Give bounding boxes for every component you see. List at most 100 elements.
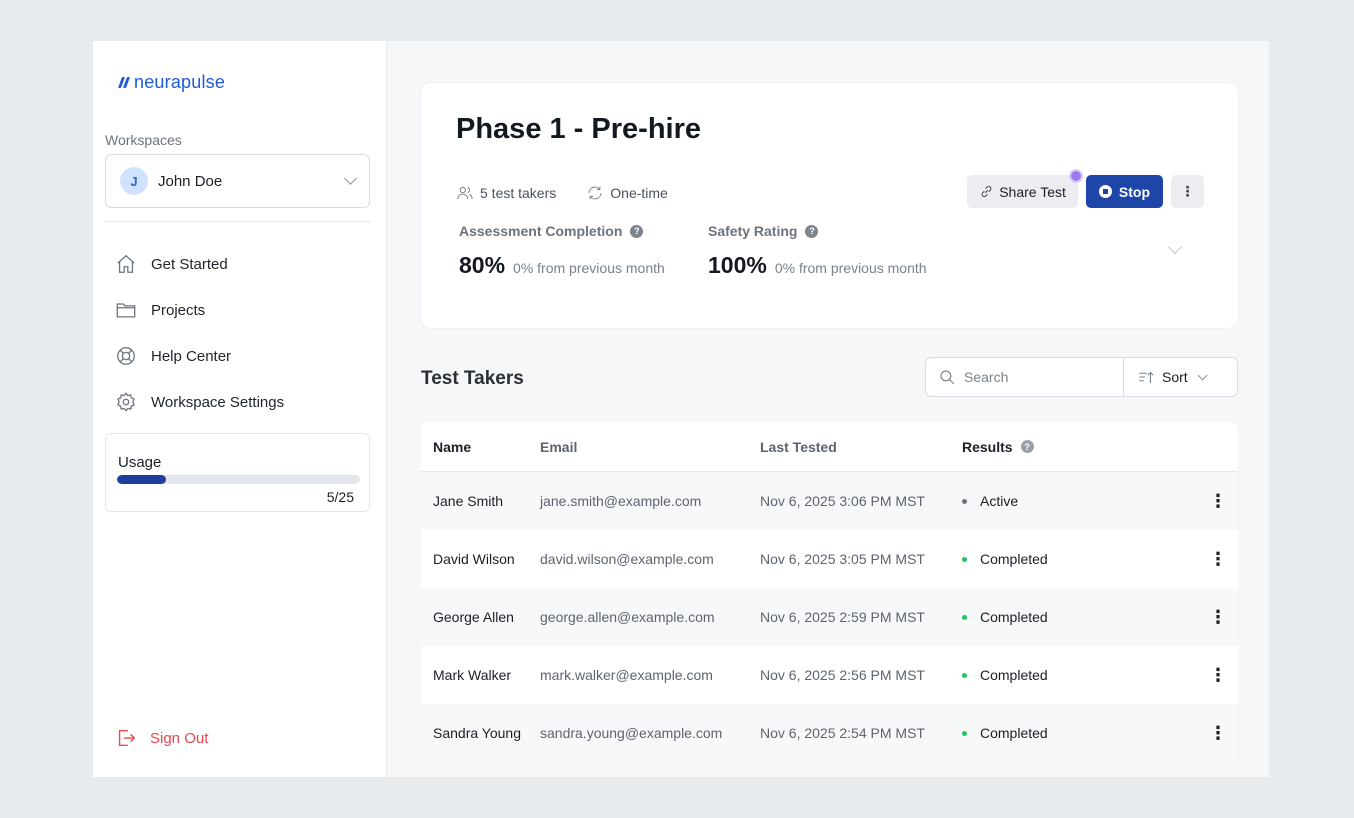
help-icon[interactable]: ? [1020,440,1034,453]
workspaces-label: Workspaces [105,132,182,148]
help-icon[interactable]: ? [630,224,644,238]
section-title: Test Takers [421,368,524,389]
link-icon [981,186,992,197]
sign-out-button[interactable]: Sign Out [115,727,208,749]
usage-count: 5/25 [326,489,354,505]
status-label: Completed [980,551,1048,567]
refresh-icon [588,186,602,200]
lifebuoy-icon [117,347,135,365]
cell-result: Completed [962,667,1198,683]
table-row[interactable]: George Allen george.allen@example.com Nov … [421,588,1238,646]
metric-value: 100% [708,252,767,278]
brand-logo[interactable]: neurapulse [117,72,226,93]
share-test-button[interactable]: Share Test [967,169,1083,208]
sidebar-item-help-center[interactable]: Help Center [105,333,375,379]
workspace-name: John Doe [158,172,223,190]
status-dot-icon [962,614,967,620]
chevron-down-icon [1197,370,1208,380]
cell-name: Mark Walker [433,667,512,683]
workspace-selector[interactable]: J John Doe [105,154,370,208]
row-actions: ⋮ [1198,666,1238,684]
row-actions: ⋮ [1198,608,1238,626]
cell-last-tested: Nov 6, 2025 3:05 PM MST [760,551,925,567]
status-label: Completed [980,667,1048,683]
cell-result: Completed [962,551,1198,567]
stop-button[interactable]: Stop [1085,175,1163,208]
sidebar-item-label: Workspace Settings [151,393,285,411]
expand-chevron-icon[interactable] [1167,239,1183,255]
table-header: Name Email Last Tested Results ? [421,422,1238,472]
usage-title: Usage [118,454,162,471]
table-row[interactable]: Mark Walker mark.walker@example.com Nov 6,… [421,646,1238,704]
usage-progress-fill [117,475,166,484]
logo-mark-icon [117,77,131,88]
card-actions: Share Test Stop ⋮ [967,169,1204,208]
metric-delta: 0% from previous month [774,260,927,276]
metric-label-wrap: Safety Rating ? [708,223,927,239]
help-icon[interactable]: ? [805,224,819,238]
assessment-meta: 5 test takers One-time [456,184,668,202]
test-takers-count: 5 test takers [480,185,557,201]
column-header-email[interactable]: Email [540,438,578,455]
metric-value-wrap: 80% 0% from previous month [459,252,665,279]
metric-assessment-completion: Assessment Completion ? 80% 0% from prev… [459,223,665,279]
row-menu-button[interactable]: ⋮ [1209,549,1227,569]
sidebar-item-get-started[interactable]: Get Started [105,241,375,287]
status-label: Completed [980,725,1048,741]
cell-name: Sandra Young [433,725,521,741]
chevron-down-icon [344,172,357,185]
cell-email: sandra.young@example.com [540,725,723,741]
share-test-label: Share Test [999,183,1066,200]
row-menu-button[interactable]: ⋮ [1209,491,1227,511]
table-row[interactable]: Sandra Young sandra.young@example.com Nov … [421,704,1238,762]
metric-label: Assessment Completion [459,223,623,239]
metric-delta: 0% from previous month [513,260,665,276]
row-actions: ⋮ [1198,492,1238,510]
cell-result: Completed [962,725,1198,741]
cell-last-tested: Nov 6, 2025 2:59 PM MST [760,609,925,625]
search-icon [940,370,955,385]
cell-last-tested: Nov 6, 2025 3:06 PM MST [760,493,925,509]
cell-last-tested: Nov 6, 2025 2:54 PM MST [760,725,925,741]
gear-icon [117,392,135,412]
column-header-last-tested[interactable]: Last Tested [760,438,837,455]
sort-button[interactable]: Sort [1123,357,1238,397]
users-icon [457,186,473,200]
status-dot-icon [962,556,967,562]
status-label: Active [980,493,1019,509]
cell-name: Jane Smith [433,493,504,509]
brand-name: neurapulse [134,72,226,92]
cell-result: Completed [962,609,1198,625]
column-header-name[interactable]: Name [433,438,472,455]
table-body: Jane Smith jane.smith@example.com Nov 6, 2… [421,472,1238,762]
sort-label: Sort [1162,369,1188,385]
row-menu-button[interactable]: ⋮ [1209,723,1227,743]
row-actions: ⋮ [1198,724,1238,742]
home-icon [117,254,135,273]
status-dot-icon [962,672,967,678]
test-frequency: One-time [610,185,668,201]
sidebar-item-workspace-settings[interactable]: Workspace Settings [105,379,375,425]
metric-value-wrap: 100% 0% from previous month [708,252,927,279]
table-row[interactable]: David Wilson david.wilson@example.com Nov … [421,530,1238,588]
search-input[interactable] [964,369,1104,385]
row-menu-button[interactable]: ⋮ [1209,665,1227,685]
cell-email: george.allen@example.com [540,609,715,625]
status-dot-icon [962,730,967,736]
avatar: J [120,167,148,195]
cell-email: jane.smith@example.com [540,493,702,509]
stop-label: Stop [1118,183,1150,200]
sort-icon [1139,371,1154,383]
sidebar-item-projects[interactable]: Projects [105,287,375,333]
column-header-results[interactable]: Results ? [962,439,1198,455]
usage-progress-bar [117,475,360,484]
stop-icon [1098,185,1112,198]
cell-name: David Wilson [433,551,515,567]
more-options-button[interactable]: ⋮ [1171,175,1204,208]
main-content: Phase 1 - Pre-hire 5 test takers One-tim… [387,41,1269,777]
row-actions: ⋮ [1198,550,1238,568]
table-row[interactable]: Jane Smith jane.smith@example.com Nov 6, 2… [421,472,1238,530]
row-menu-button[interactable]: ⋮ [1209,607,1227,627]
cell-email: david.wilson@example.com [540,551,714,567]
page-title: Phase 1 - Pre-hire [456,113,701,145]
